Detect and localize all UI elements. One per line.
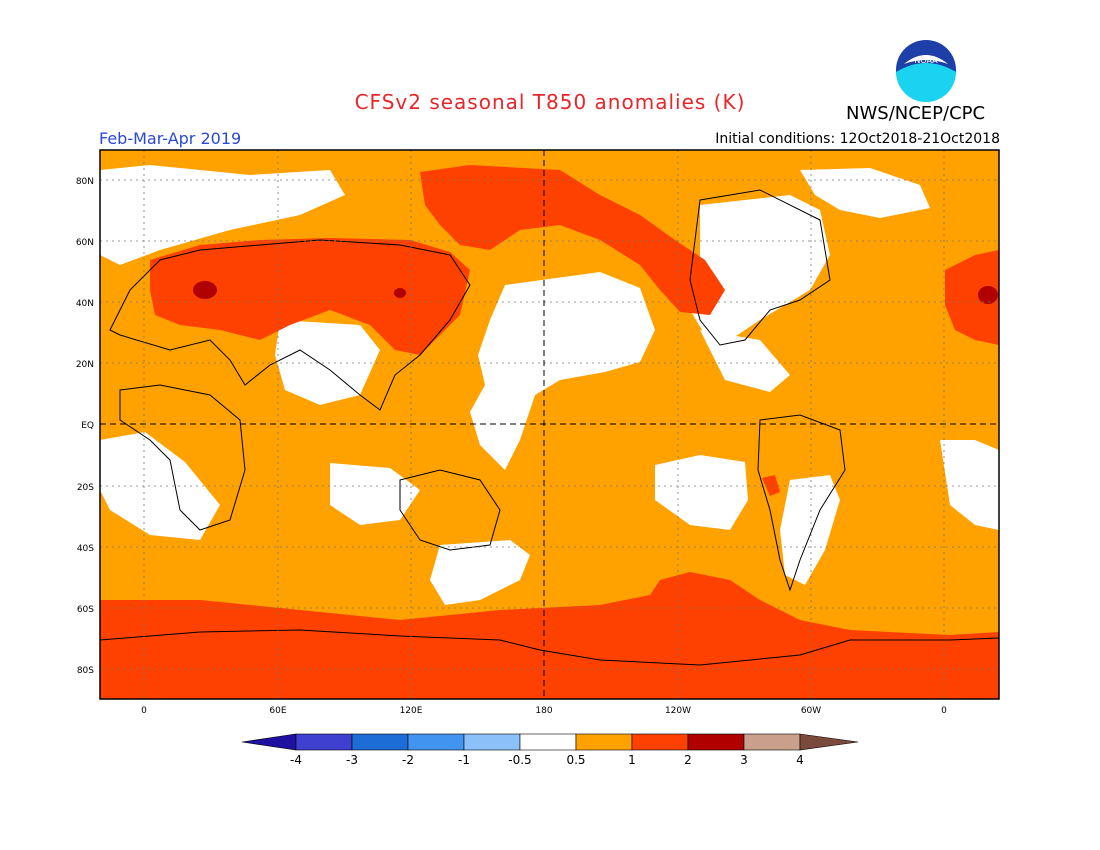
lat-label: 40N <box>76 299 94 309</box>
map-frame <box>99 149 1000 700</box>
lon-label: 60W <box>801 706 821 716</box>
lat-label: 20N <box>76 360 94 370</box>
colorbar-label: 3 <box>740 753 748 767</box>
colorbar-label: -3 <box>346 753 358 767</box>
strong-warm-anomaly-regions <box>193 281 998 304</box>
lon-label: 120W <box>665 706 691 716</box>
map-title: CFSv2 seasonal T850 anomalies (K) <box>354 90 746 114</box>
agency-label: NWS/NCEP/CPC <box>846 103 986 124</box>
lat-label: 60N <box>76 238 94 248</box>
colorbar-cell <box>687 733 745 751</box>
colorbar-cell <box>241 733 297 751</box>
lat-label: 20S <box>77 483 94 493</box>
warm-anomaly-regions <box>100 165 999 699</box>
lat-label: 40S <box>77 544 94 554</box>
colorbar-label: 1 <box>628 753 636 767</box>
colorbar: -4 -3 -2 -1 -0.5 0.5 1 2 3 4 <box>241 733 859 767</box>
colorbar-label: 2 <box>684 753 692 767</box>
colorbar-label: 0.5 <box>566 753 585 767</box>
lat-label: 80N <box>76 177 94 187</box>
lon-label: 0 <box>941 706 947 716</box>
lat-lon-grid <box>100 150 999 699</box>
lon-label: 60E <box>269 706 286 716</box>
colorbar-label: -2 <box>402 753 414 767</box>
noaa-logo: NOAA <box>896 40 956 102</box>
coastlines <box>99 189 1000 666</box>
colorbar-label: -4 <box>290 753 302 767</box>
initial-conditions-label: Initial conditions: 12Oct2018-21Oct2018 <box>715 131 1000 147</box>
colorbar-label: 4 <box>796 753 804 767</box>
lon-label: 0 <box>141 706 147 716</box>
colorbar-cell <box>743 733 801 751</box>
lat-label: EQ <box>81 421 94 431</box>
season-label: Feb-Mar-Apr 2019 <box>99 129 242 148</box>
noaa-logo-text: NOAA <box>914 56 938 65</box>
equator-dateline <box>100 150 999 699</box>
latitude-labels: 80N 60N 40N 20N EQ 20S 40S 60S 80S <box>76 177 94 676</box>
colorbar-cell <box>463 733 521 751</box>
colorbar-cell <box>631 733 689 751</box>
colorbar-label: -0.5 <box>508 753 531 767</box>
longitude-labels: 0 60E 120E 180 120W 60W 0 <box>141 706 947 716</box>
colorbar-label: -1 <box>458 753 470 767</box>
colorbar-cell <box>799 733 859 751</box>
lat-label: 60S <box>77 605 94 615</box>
colorbar-cell <box>407 733 465 751</box>
colorbar-cell <box>519 733 577 751</box>
colorbar-cell <box>295 733 353 751</box>
lon-label: 180 <box>535 706 552 716</box>
lon-label: 120E <box>400 706 423 716</box>
neutral-anomaly-regions <box>100 165 999 665</box>
colorbar-cell <box>575 733 633 751</box>
colorbar-cell <box>351 733 409 751</box>
lat-label: 80S <box>77 666 94 676</box>
